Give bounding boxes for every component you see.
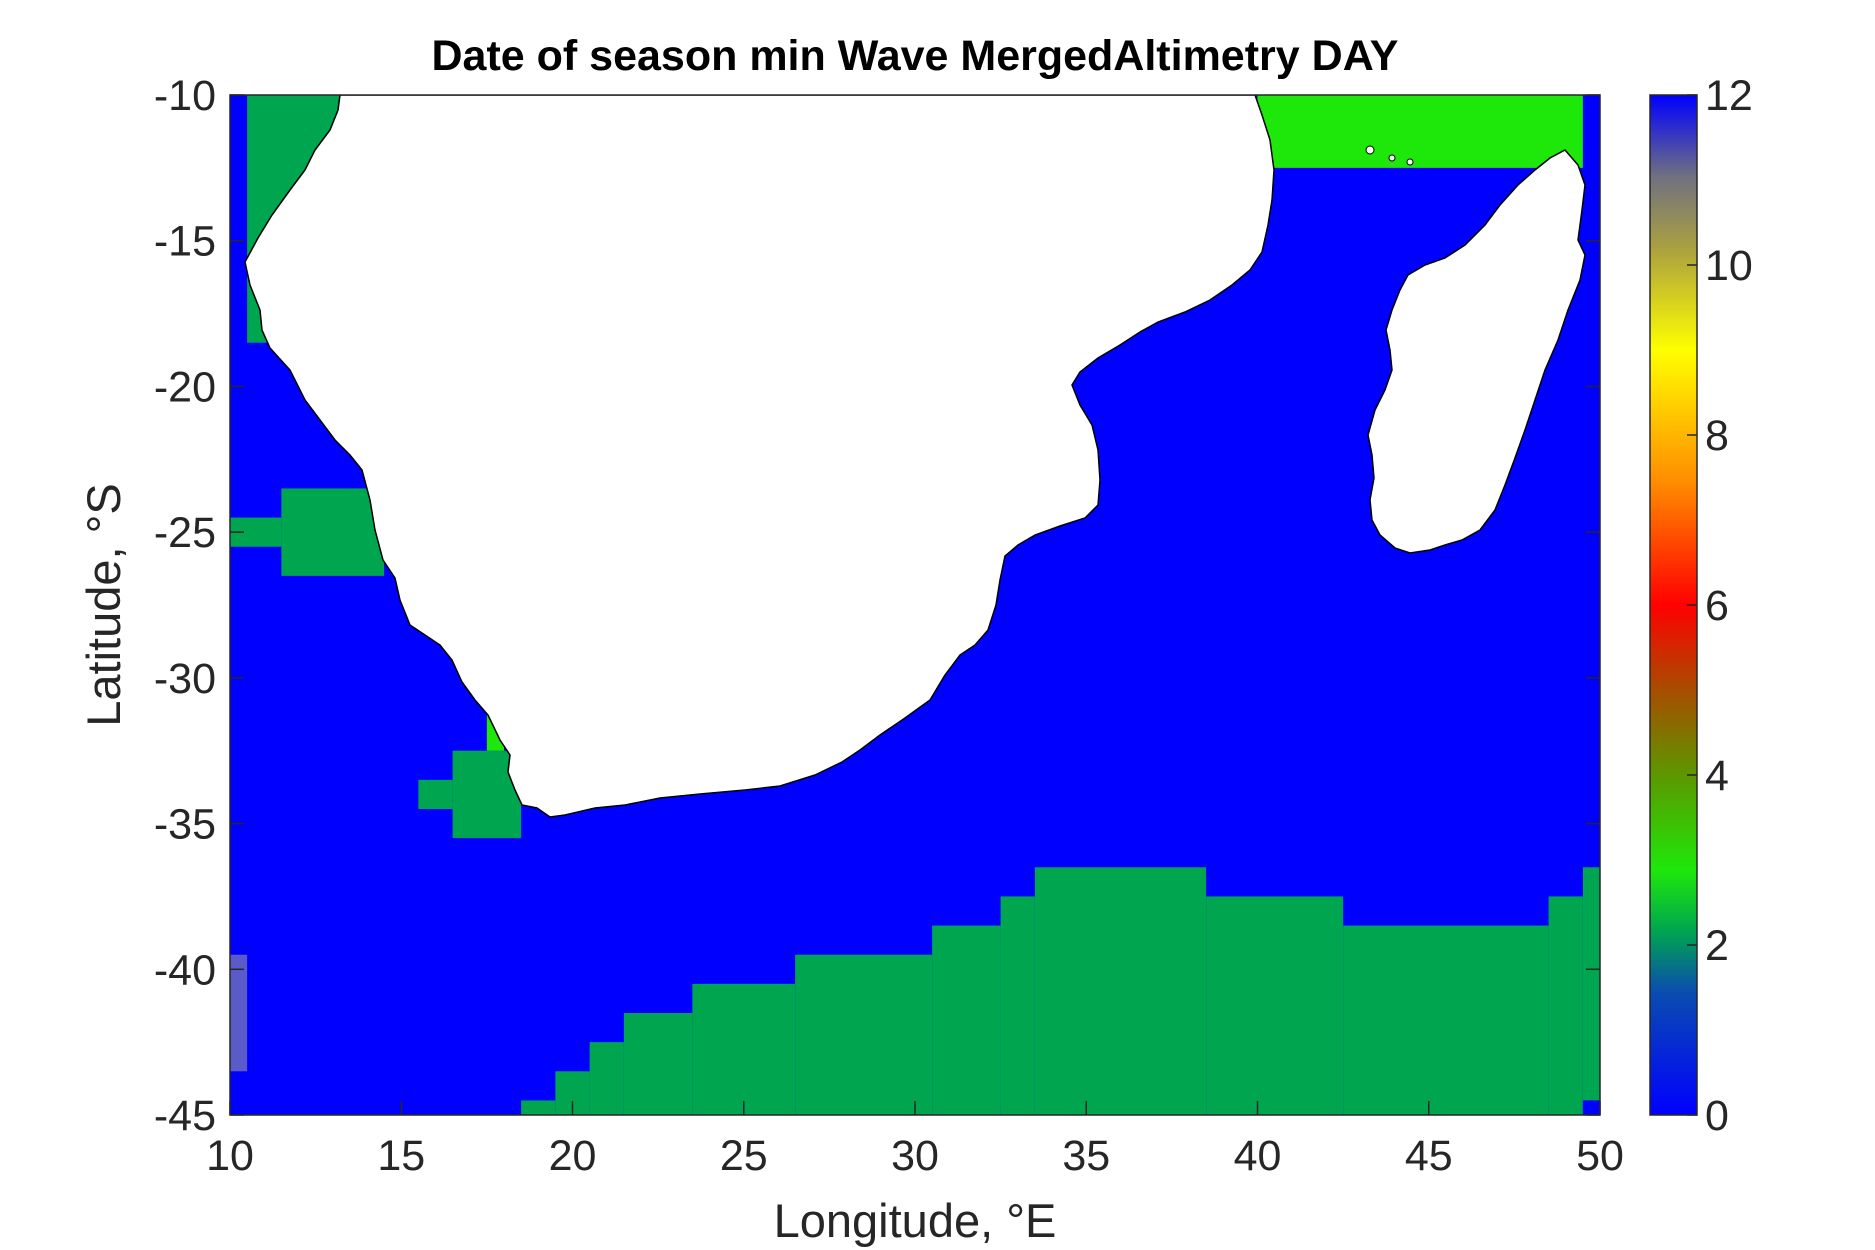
heatmap-band-step-4 [692, 983, 796, 1115]
colorbar-tick-label: 0 [1705, 1092, 1729, 1140]
colorbar-ticks: 0 2 4 6 8 10 12 [1687, 72, 1753, 1140]
y-tick-label: -10 [154, 72, 216, 120]
x-tick-label: 35 [1062, 1132, 1110, 1180]
y-tick-label: -25 [154, 509, 216, 557]
x-tick-label: 10 [206, 1132, 254, 1180]
x-tick-label: 15 [377, 1132, 425, 1180]
heatmap-band-step-10 [1343, 925, 1549, 1115]
x-axis: 10 15 20 25 30 35 40 45 50 [206, 1101, 1624, 1180]
chart-title: Date of season min Wave MergedAltimetry … [432, 32, 1399, 80]
heatmap-region-8 [230, 954, 248, 1072]
colorbar-tick-label: 4 [1705, 752, 1729, 800]
colorbar-tick-label: 8 [1705, 412, 1729, 460]
heatmap-corner-cell [1582, 1100, 1600, 1115]
x-tick-label: 45 [1405, 1132, 1453, 1180]
y-axis-label: Latitude, °S [77, 483, 130, 727]
x-axis-label: Longitude, °E [774, 1194, 1057, 1247]
africa-landmass [244, 95, 1275, 818]
x-tick-label: 25 [720, 1132, 768, 1180]
heatmap-band-step-2 [589, 1042, 624, 1115]
island [1406, 158, 1414, 166]
heatmap-region-4 [418, 779, 453, 809]
heatmap-band-step-6 [932, 925, 1001, 1115]
island [1365, 145, 1375, 155]
y-tick-label: -30 [154, 655, 216, 703]
heatmap-band-step-12 [1582, 867, 1600, 1101]
y-tick-label: -40 [154, 946, 216, 994]
heatmap-region-1 [281, 488, 385, 576]
colorbar: 0 2 4 6 8 10 12 [1649, 72, 1753, 1140]
madagascar-landmass [1367, 149, 1586, 554]
heatmap-band-step-3 [623, 1013, 693, 1115]
heatmap-band-step-11 [1548, 896, 1583, 1115]
y-tick-label: -15 [154, 218, 216, 266]
y-tick-label: -45 [154, 1092, 216, 1140]
colorbar-tick-label: 6 [1705, 582, 1729, 630]
y-tick-label: -20 [154, 363, 216, 411]
plot-area [230, 95, 1600, 1115]
x-tick-label: 40 [1234, 1132, 1282, 1180]
y-tick-label: -35 [154, 801, 216, 849]
x-tick-label: 20 [549, 1132, 597, 1180]
heatmap-band-step-0 [521, 1100, 556, 1115]
island [1388, 154, 1396, 162]
heatmap-region-6 [1257, 95, 1583, 168]
x-tick-label: 50 [1576, 1132, 1624, 1180]
colorbar-tick-label: 2 [1705, 922, 1729, 970]
heatmap-band-step-5 [795, 954, 933, 1115]
heatmap-band-step-7 [1000, 896, 1035, 1115]
y-axis: -10 -15 -20 -25 -30 -35 -40 -45 [154, 72, 1600, 1140]
x-tick-label: 30 [891, 1132, 939, 1180]
heatmap-band-step-8 [1034, 867, 1207, 1115]
colorbar-tick-label: 10 [1705, 242, 1753, 290]
colorbar-tick-label: 12 [1705, 72, 1753, 120]
heatmap-band-step-9 [1206, 896, 1344, 1115]
